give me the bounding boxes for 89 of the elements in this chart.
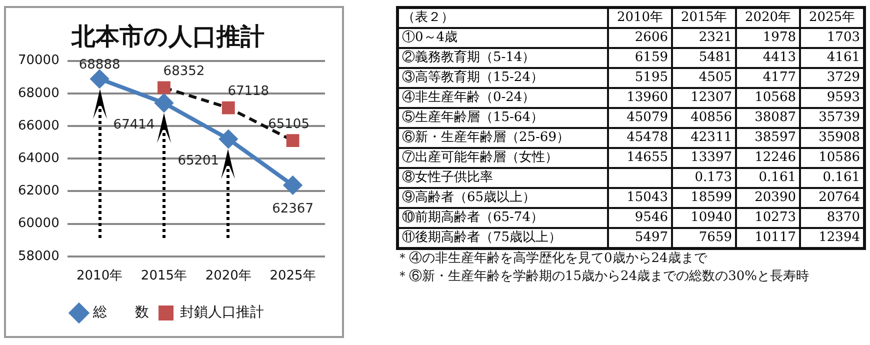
point [286, 134, 300, 148]
y-tick-label: 58000 [18, 248, 60, 264]
x-tick-label: 2010年 [608, 8, 672, 28]
data-label: 65105 [268, 116, 310, 132]
y-tick-label: ⑤生産年齢層（15-64） [398, 108, 608, 128]
x-tick-label: 2025年 [270, 268, 316, 284]
data-label: 10273 [736, 208, 800, 228]
data-label: 67414 [113, 117, 155, 132]
data-label: 35908 [800, 128, 864, 148]
data-label: 14655 [608, 148, 672, 168]
data-label: 10568 [736, 88, 800, 108]
data-label: 67118 [228, 84, 270, 100]
data-label: 5481 [672, 48, 736, 68]
y-tick-label: 64000 [18, 150, 60, 166]
data-label: 20764 [800, 188, 864, 208]
x-tick-label: 2010年 [76, 268, 123, 284]
point [90, 70, 109, 88]
data-label: 68888 [78, 57, 120, 72]
y-tick-label: ①0～4歳 [398, 28, 608, 48]
data-label: 10117 [736, 228, 800, 248]
data-label: 12394 [800, 228, 864, 248]
x-tick-label: 2015年 [140, 268, 188, 284]
data-label: 18599 [672, 188, 736, 208]
point [284, 176, 302, 194]
y-tick-label: 70000 [18, 53, 60, 68]
data-label: 5195 [608, 68, 672, 88]
y-tick-label: ⑧女性子供比率 [398, 168, 608, 188]
data-label: 35739 [800, 108, 864, 128]
data-label: 20390 [736, 188, 800, 208]
data-label: 8370 [800, 208, 864, 228]
data-label: 13397 [672, 148, 736, 168]
y-tick-label: ⑨高齢者（65歳以上） [398, 188, 608, 208]
data-label: 2606 [608, 28, 672, 48]
text: （表２） [398, 8, 608, 28]
point [154, 94, 173, 112]
data-label: 15043 [608, 188, 672, 208]
data-label: 38087 [736, 108, 800, 128]
point [219, 130, 238, 148]
data-label: 10586 [800, 148, 864, 168]
data-label: 4177 [736, 68, 800, 88]
data-label: 9593 [800, 88, 864, 108]
data-label: 13960 [608, 88, 672, 108]
data-label: 0.161 [736, 168, 800, 188]
point [158, 81, 170, 94]
data-label: 0.161 [800, 168, 864, 188]
x-tick-label: 2015年 [672, 8, 736, 28]
data-label: 4161 [800, 48, 864, 68]
y-tick-label: 60000 [18, 216, 60, 232]
y-tick-label: ⑥新・生産年齢層（25-69） [398, 128, 608, 148]
data-label: 1703 [800, 28, 864, 48]
data-label: 38597 [736, 128, 800, 148]
data-label: 9546 [608, 208, 672, 228]
y-tick-label: ⑦出産可能年齢層（女性） [398, 148, 608, 168]
data-label: 6159 [608, 48, 672, 68]
point [222, 101, 235, 114]
data-label: 40856 [672, 108, 736, 128]
data-label: 12307 [672, 88, 736, 108]
text: ＊⑥新・生産年齢を学齢期の15歳から24歳までの総数の30%と長寿時 [396, 268, 810, 286]
data-label: 2321 [672, 28, 736, 48]
data-label: 4413 [736, 48, 800, 68]
data-label: 68352 [163, 64, 205, 80]
y-tick-label: ③高等教育期（15-24） [398, 68, 608, 88]
y-tick-label: 62000 [18, 184, 60, 199]
data-label: 5497 [608, 228, 672, 248]
data-label: 3729 [800, 68, 864, 88]
data-label: 0.173 [672, 168, 736, 188]
data-label: 12246 [736, 148, 800, 168]
data-label: 45478 [608, 128, 672, 148]
legend-label: 総 数 [92, 304, 149, 321]
legend-label: 封鎖人口推計 [180, 304, 264, 321]
data-label: 10940 [672, 208, 736, 228]
x-tick-label: 2025年 [800, 8, 864, 28]
y-tick-label: ⑪後期高齢者（75歳以上） [398, 228, 608, 248]
text: ＊④の非生産年齢を高学歴化を見て0歳から24歳まで [396, 250, 708, 268]
data-label: 7659 [672, 228, 736, 248]
y-tick-label: ⑩前期高齢者（65-74） [398, 208, 608, 228]
data-label: 4505 [672, 68, 736, 88]
data-label: 1978 [736, 28, 800, 48]
x-tick-label: 2020年 [736, 8, 800, 28]
y-tick-label: ②義務教育期（5-14） [398, 48, 608, 68]
data-label: 42311 [672, 128, 736, 148]
y-tick-label: ④非生産年齢（0-24） [398, 88, 608, 108]
data-label: 65201 [178, 153, 220, 168]
y-tick-label: 68000 [18, 86, 60, 101]
data-label: 45079 [608, 108, 672, 128]
data-label: 62367 [272, 202, 314, 217]
y-tick-label: 66000 [18, 118, 60, 134]
chart-title: 北本市の人口推計 [70, 22, 264, 51]
x-tick-label: 2020年 [205, 268, 252, 284]
